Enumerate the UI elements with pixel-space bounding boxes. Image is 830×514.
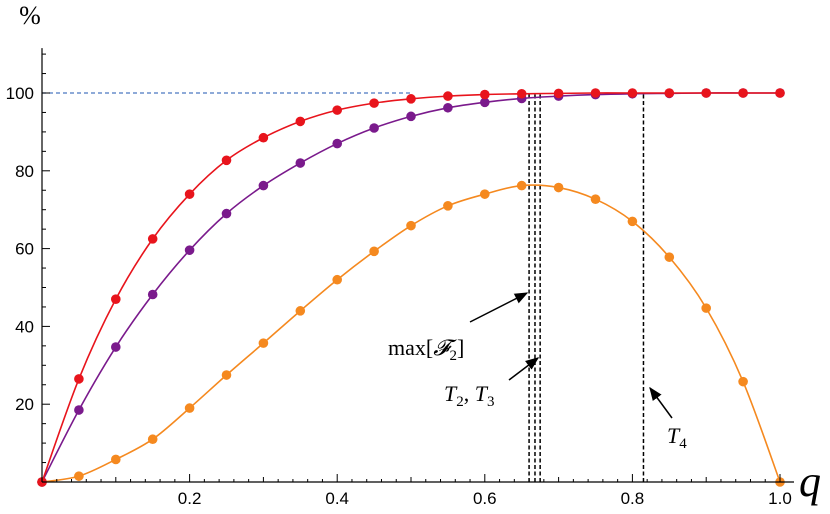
data-point <box>406 220 416 231</box>
data-point <box>184 403 195 413</box>
annotation-max-f2-label: max[𝓕2] <box>388 335 464 364</box>
data-point <box>701 88 711 98</box>
data-point <box>369 123 379 133</box>
vertical-markers <box>528 93 645 482</box>
y-axis-label: % <box>19 1 41 30</box>
data-point <box>590 194 601 204</box>
y-tick-label: 40 <box>15 317 34 336</box>
data-point <box>406 94 416 104</box>
data-point <box>553 88 564 99</box>
data-point <box>258 132 269 143</box>
data-point <box>406 111 416 122</box>
data-point <box>295 306 306 316</box>
data-point <box>147 234 158 244</box>
series-layer <box>37 88 785 487</box>
data-point <box>332 105 343 115</box>
x-tick-label: 0.8 <box>621 489 645 508</box>
annotation-max-f2-arrow <box>469 292 529 323</box>
data-point <box>295 116 306 127</box>
annotation-max-f2: max[𝓕2] <box>388 292 529 364</box>
y-tick-label: 20 <box>15 395 34 414</box>
annotation-t2-t3: T2, T3 <box>444 357 540 410</box>
y-tick-label: 80 <box>15 162 34 181</box>
data-point <box>480 97 490 108</box>
data-point <box>775 88 785 98</box>
x-tick-label: 1.0 <box>768 489 792 508</box>
data-point <box>111 454 121 465</box>
series-line <box>41 92 780 483</box>
data-point <box>738 88 748 98</box>
data-point <box>74 405 84 415</box>
data-point <box>74 374 84 384</box>
data-point <box>590 88 601 98</box>
series-0 <box>37 88 785 487</box>
data-point <box>553 182 564 193</box>
data-point <box>111 294 121 304</box>
x-tick-label: 0.2 <box>178 489 202 508</box>
data-point <box>332 138 343 149</box>
data-point <box>516 88 527 99</box>
annotation-t2-t3-label: T2, T3 <box>444 381 495 410</box>
data-point <box>480 89 490 100</box>
data-point <box>295 158 306 168</box>
data-point <box>738 376 748 387</box>
series-2 <box>37 180 785 487</box>
data-point <box>443 91 453 101</box>
data-point <box>332 274 343 285</box>
x-tick-label: 0.4 <box>325 489 349 508</box>
annotation-t4-arrow <box>649 386 673 419</box>
data-point <box>443 102 453 113</box>
data-point <box>701 303 711 313</box>
data-point <box>147 434 158 445</box>
data-point <box>627 88 638 98</box>
data-point <box>184 245 195 255</box>
x-tick-label: 0.6 <box>473 489 497 508</box>
annotation-t4-label: T4 <box>667 423 687 452</box>
data-point <box>369 98 379 108</box>
annotation-t2-t3-arrow <box>508 357 540 381</box>
data-point <box>221 370 232 380</box>
data-point <box>480 189 490 199</box>
data-point <box>258 180 269 191</box>
data-point <box>221 208 232 219</box>
data-point <box>516 180 527 191</box>
annotation-t4: T4 <box>649 386 687 452</box>
data-point <box>221 155 232 166</box>
data-point <box>147 289 158 300</box>
data-point <box>74 471 84 481</box>
data-point <box>369 246 379 257</box>
data-point <box>111 342 121 352</box>
y-tick-label: 60 <box>15 240 34 259</box>
data-point <box>664 88 675 98</box>
x-axis-label: q <box>799 457 821 506</box>
y-tick-label: 100 <box>6 84 34 103</box>
data-point <box>443 201 453 211</box>
data-point <box>664 252 675 262</box>
data-point <box>627 216 638 227</box>
axes: 0.2 0.4 0.6 0.8 1.0 20 40 60 80 100 <box>6 48 794 508</box>
data-point <box>258 338 269 348</box>
data-point <box>184 189 195 199</box>
